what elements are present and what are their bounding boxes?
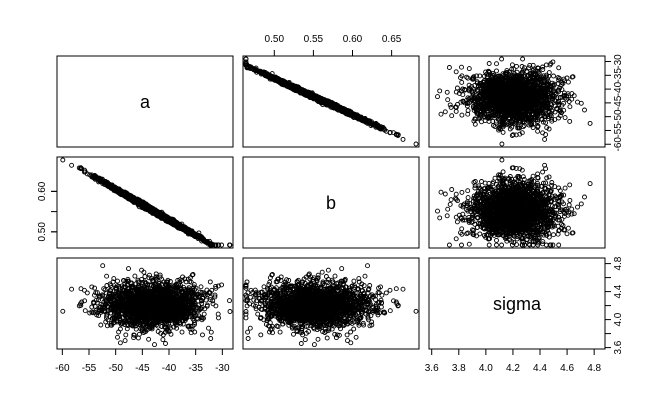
data-point	[413, 141, 419, 147]
data-point	[454, 85, 460, 91]
data-point	[499, 56, 505, 62]
data-point	[509, 62, 515, 68]
data-point	[445, 97, 451, 103]
data-point	[448, 104, 454, 110]
data-point	[459, 64, 464, 70]
data-point	[437, 88, 443, 94]
panel-a-a	[56, 55, 234, 148]
data-point	[587, 120, 593, 126]
data-point	[447, 102, 453, 108]
panel-sigma-b	[242, 257, 420, 350]
data-point	[435, 94, 440, 100]
data-point	[582, 107, 587, 113]
panel-b-sigma	[428, 156, 606, 249]
scatter-points	[60, 56, 593, 348]
panel-frames	[56, 55, 606, 350]
data-point	[567, 104, 573, 110]
data-point	[535, 128, 541, 134]
data-point	[444, 89, 450, 95]
data-point	[575, 99, 580, 105]
data-point	[486, 61, 492, 66]
data-point	[69, 162, 75, 168]
panel-b-a	[56, 156, 234, 249]
data-point	[556, 65, 562, 71]
diag-label-a: a	[140, 92, 151, 112]
data-point	[466, 66, 472, 72]
data-point	[567, 118, 573, 124]
data-point	[243, 56, 249, 62]
diag-label-sigma: sigma	[493, 294, 542, 314]
data-point	[449, 113, 455, 119]
data-point	[453, 69, 459, 75]
data-point	[540, 67, 546, 72]
panel-a-b	[242, 55, 420, 148]
data-point	[453, 108, 459, 114]
diag-label-b: b	[326, 193, 336, 213]
data-point	[562, 115, 568, 121]
data-point	[400, 136, 406, 142]
points-a-vs-sigma	[435, 56, 593, 147]
panel-a-sigma	[428, 55, 606, 148]
data-point	[446, 65, 452, 70]
data-point	[499, 141, 505, 147]
data-point	[542, 136, 548, 142]
data-point	[551, 73, 556, 79]
data-point	[494, 61, 499, 67]
data-point	[459, 79, 465, 85]
points-a-vs-b	[243, 56, 419, 147]
panel-b-b	[242, 156, 420, 249]
points-b-vs-a	[60, 157, 233, 248]
panel-sigma-sigma	[428, 257, 606, 350]
data-point	[459, 112, 465, 118]
data-point	[565, 79, 571, 85]
data-point	[520, 56, 526, 62]
data-point	[438, 111, 444, 117]
data-point	[442, 109, 448, 115]
